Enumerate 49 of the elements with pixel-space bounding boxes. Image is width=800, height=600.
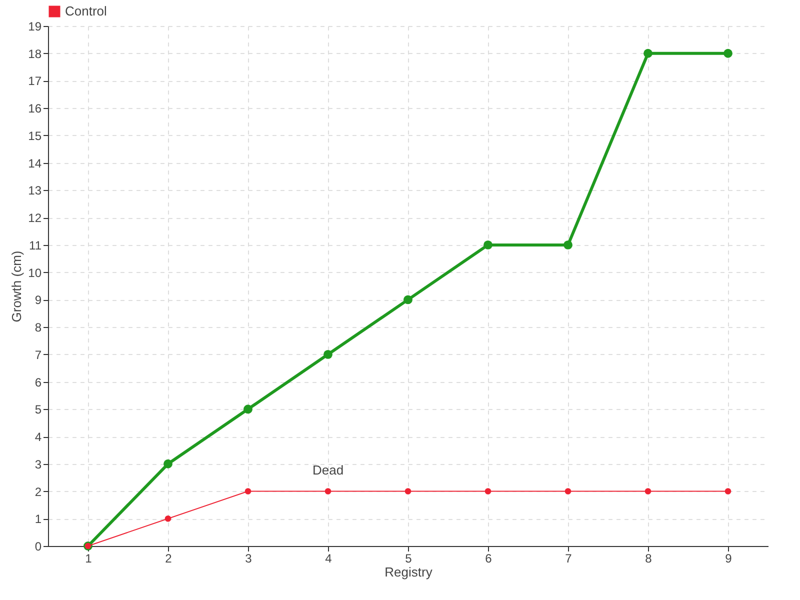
y-tick-label: 9 [34,293,42,308]
y-tick-label: 6 [34,375,42,390]
y-tick-label: 1 [34,512,42,526]
point [484,488,492,494]
point [564,240,572,250]
y-tick-label: 13 [28,184,42,198]
x-tick-label: 9 [725,552,732,566]
y-tick-label: 18 [28,46,42,61]
annotation: Dead [312,462,344,478]
point [164,515,172,522]
x-tick-label: 7 [565,552,572,566]
x-tick-label: 1 [85,552,92,566]
x-tick-label: 5 [405,552,412,566]
point [644,48,652,58]
point [724,48,732,58]
y-tick-label: 16 [28,102,42,116]
point [644,488,652,494]
point [164,459,172,468]
y-tick-label: 0 [34,540,42,554]
y-tick-label: 15 [28,128,42,143]
x-tick-label: 2 [165,552,172,566]
y-tick-label: 14 [28,156,42,170]
y-tick-label: 12 [28,211,42,226]
point [244,488,252,494]
y-tick-label: 4 [34,430,42,444]
y-tick-label: 2 [34,484,42,499]
point [404,295,412,304]
y-tick-label: 8 [34,320,42,335]
legend-label: Control [65,4,108,18]
point [564,488,572,494]
point [244,404,252,414]
point [324,488,332,494]
y-tick-label: 7 [34,348,42,362]
x-tick-label: 6 [485,552,492,566]
x-axis-title: Registry [384,564,433,580]
y-tick-label: 17 [28,74,42,88]
point [404,488,412,494]
y-tick-label: 5 [34,402,42,417]
x-tick-label: 3 [245,552,252,566]
y-tick-label: 10 [28,266,42,280]
x-tick-label: 8 [645,552,652,566]
y-tick-label: 11 [29,238,42,252]
y-tick-label: 3 [34,457,42,472]
y-axis-title: Growth (cm) [9,250,24,322]
point [484,240,492,250]
point [324,350,332,359]
x-tick-label: 4 [325,552,332,566]
point [724,488,732,494]
y-tick-label: 19 [28,20,42,34]
